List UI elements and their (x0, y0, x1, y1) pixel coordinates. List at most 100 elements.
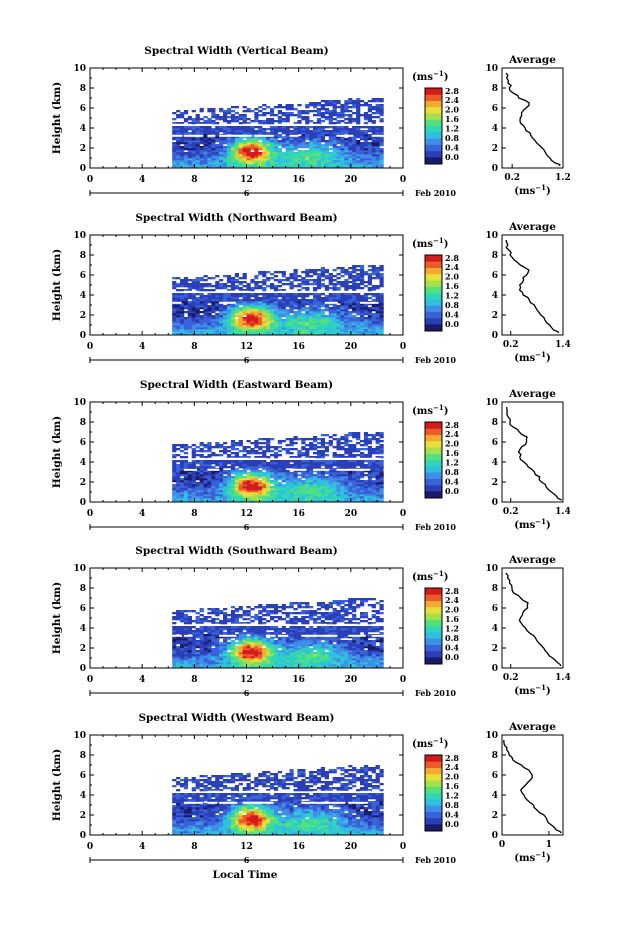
heatmap-cell (211, 315, 216, 318)
heatmap-cell (215, 488, 220, 491)
x-tick-label: 0 (400, 509, 406, 519)
heatmap-cell (273, 460, 279, 463)
data-gap (207, 468, 220, 471)
heatmap-cell (215, 122, 220, 125)
heatmap-cell (211, 325, 216, 328)
heatmap-cell (313, 269, 318, 272)
heatmap-cell (246, 323, 251, 326)
heatmap-cell (305, 468, 310, 471)
heatmap-cell (258, 317, 263, 320)
heatmap-cell (332, 287, 337, 290)
heatmap-cell (320, 138, 325, 141)
heatmap-cell (344, 152, 349, 155)
heatmap-cell (285, 162, 290, 165)
heatmap-cell (285, 277, 290, 280)
heatmap-cell (371, 142, 376, 145)
heatmap-cell (332, 486, 337, 489)
heatmap-cell (219, 476, 224, 479)
heatmap-cell (246, 295, 251, 298)
heatmap-cell (254, 327, 259, 330)
heatmap-cell (324, 329, 329, 332)
heatmap-cell (379, 466, 384, 469)
heatmap-cell (379, 283, 384, 286)
heatmap-cell (172, 158, 177, 161)
heatmap-cell (230, 299, 236, 302)
heatmap-cells (172, 432, 403, 503)
heatmap-cell (180, 456, 185, 459)
heatmap-cell (215, 148, 220, 151)
heatmap-cell (258, 166, 263, 169)
heatmap-cell (344, 285, 349, 288)
data-gap (242, 134, 252, 137)
x-tick-label: 20 (345, 175, 358, 185)
heatmap-cell (344, 492, 349, 495)
heatmap-cell (219, 315, 224, 318)
heatmap-cell (324, 130, 329, 133)
heatmap-cell (281, 474, 286, 477)
heatmap-cell (356, 164, 361, 167)
heatmap-cell (356, 98, 361, 101)
heatmap-cell (258, 498, 263, 501)
heatmap-cell (332, 317, 337, 320)
heatmap-cell (262, 297, 267, 300)
heatmap-cell (363, 480, 369, 483)
heatmap-cell (293, 108, 298, 111)
heatmap-cell (234, 275, 239, 278)
heatmap-cell (324, 275, 329, 278)
heatmap-cell (203, 333, 208, 336)
heatmap-cell (266, 333, 271, 336)
heatmap-cell (273, 482, 279, 485)
heatmap-cell (226, 136, 232, 139)
heatmap-cell (262, 275, 267, 278)
heatmap-cell (277, 136, 282, 139)
heatmap-cell (360, 448, 365, 451)
heatmap-cell (183, 628, 189, 631)
heatmap-cell (289, 444, 294, 447)
heatmap-cell (356, 464, 361, 467)
heatmap-cell (289, 460, 294, 463)
heatmap-cell (371, 273, 376, 276)
heatmap-cell (277, 152, 282, 155)
colorbar-segment (425, 491, 442, 498)
heatmap-cell (305, 315, 310, 318)
heatmap-cell (324, 162, 329, 165)
heatmap-cell (305, 269, 310, 272)
heatmap-cell (363, 156, 369, 159)
heatmap-cell (297, 438, 302, 441)
heatmap-cell (211, 494, 216, 497)
heatmap-cell (199, 287, 204, 290)
heatmap-cell (211, 152, 216, 155)
heatmap-cell (180, 610, 185, 613)
heatmap-cell (246, 299, 251, 302)
heatmap-cell (305, 486, 310, 489)
heatmap-cell (183, 140, 189, 143)
heatmap-cell (324, 486, 329, 489)
heatmap-cell (348, 440, 353, 443)
heatmap-cell (367, 311, 372, 314)
colorbar-segment (425, 131, 442, 139)
heatmap-cell (238, 480, 243, 483)
heatmap-cell (379, 470, 384, 473)
x-tick-label: 12 (240, 509, 253, 519)
data-gap (348, 290, 368, 293)
heatmap-cell (195, 132, 200, 135)
heatmap-cell (203, 144, 208, 147)
heatmap-cell (273, 150, 279, 153)
heatmap-cell (375, 148, 380, 151)
heatmap-cell (348, 474, 353, 477)
heatmap-cell (246, 452, 251, 455)
heatmap-cell (191, 472, 196, 475)
heatmap-cell (176, 325, 181, 328)
heatmap-cell (301, 158, 306, 161)
heatmap-cell (191, 166, 196, 169)
heatmap-cell (348, 315, 353, 318)
heatmap-cell (360, 440, 365, 443)
heatmap-cell (344, 436, 349, 439)
heatmap-cell (195, 303, 200, 306)
heatmap-cell (367, 110, 372, 113)
heatmap-cell (336, 122, 341, 125)
heatmap-cell (230, 148, 236, 151)
heatmap-cell (340, 267, 345, 270)
heatmap-cell (207, 640, 212, 643)
heatmap-cell (176, 142, 181, 145)
